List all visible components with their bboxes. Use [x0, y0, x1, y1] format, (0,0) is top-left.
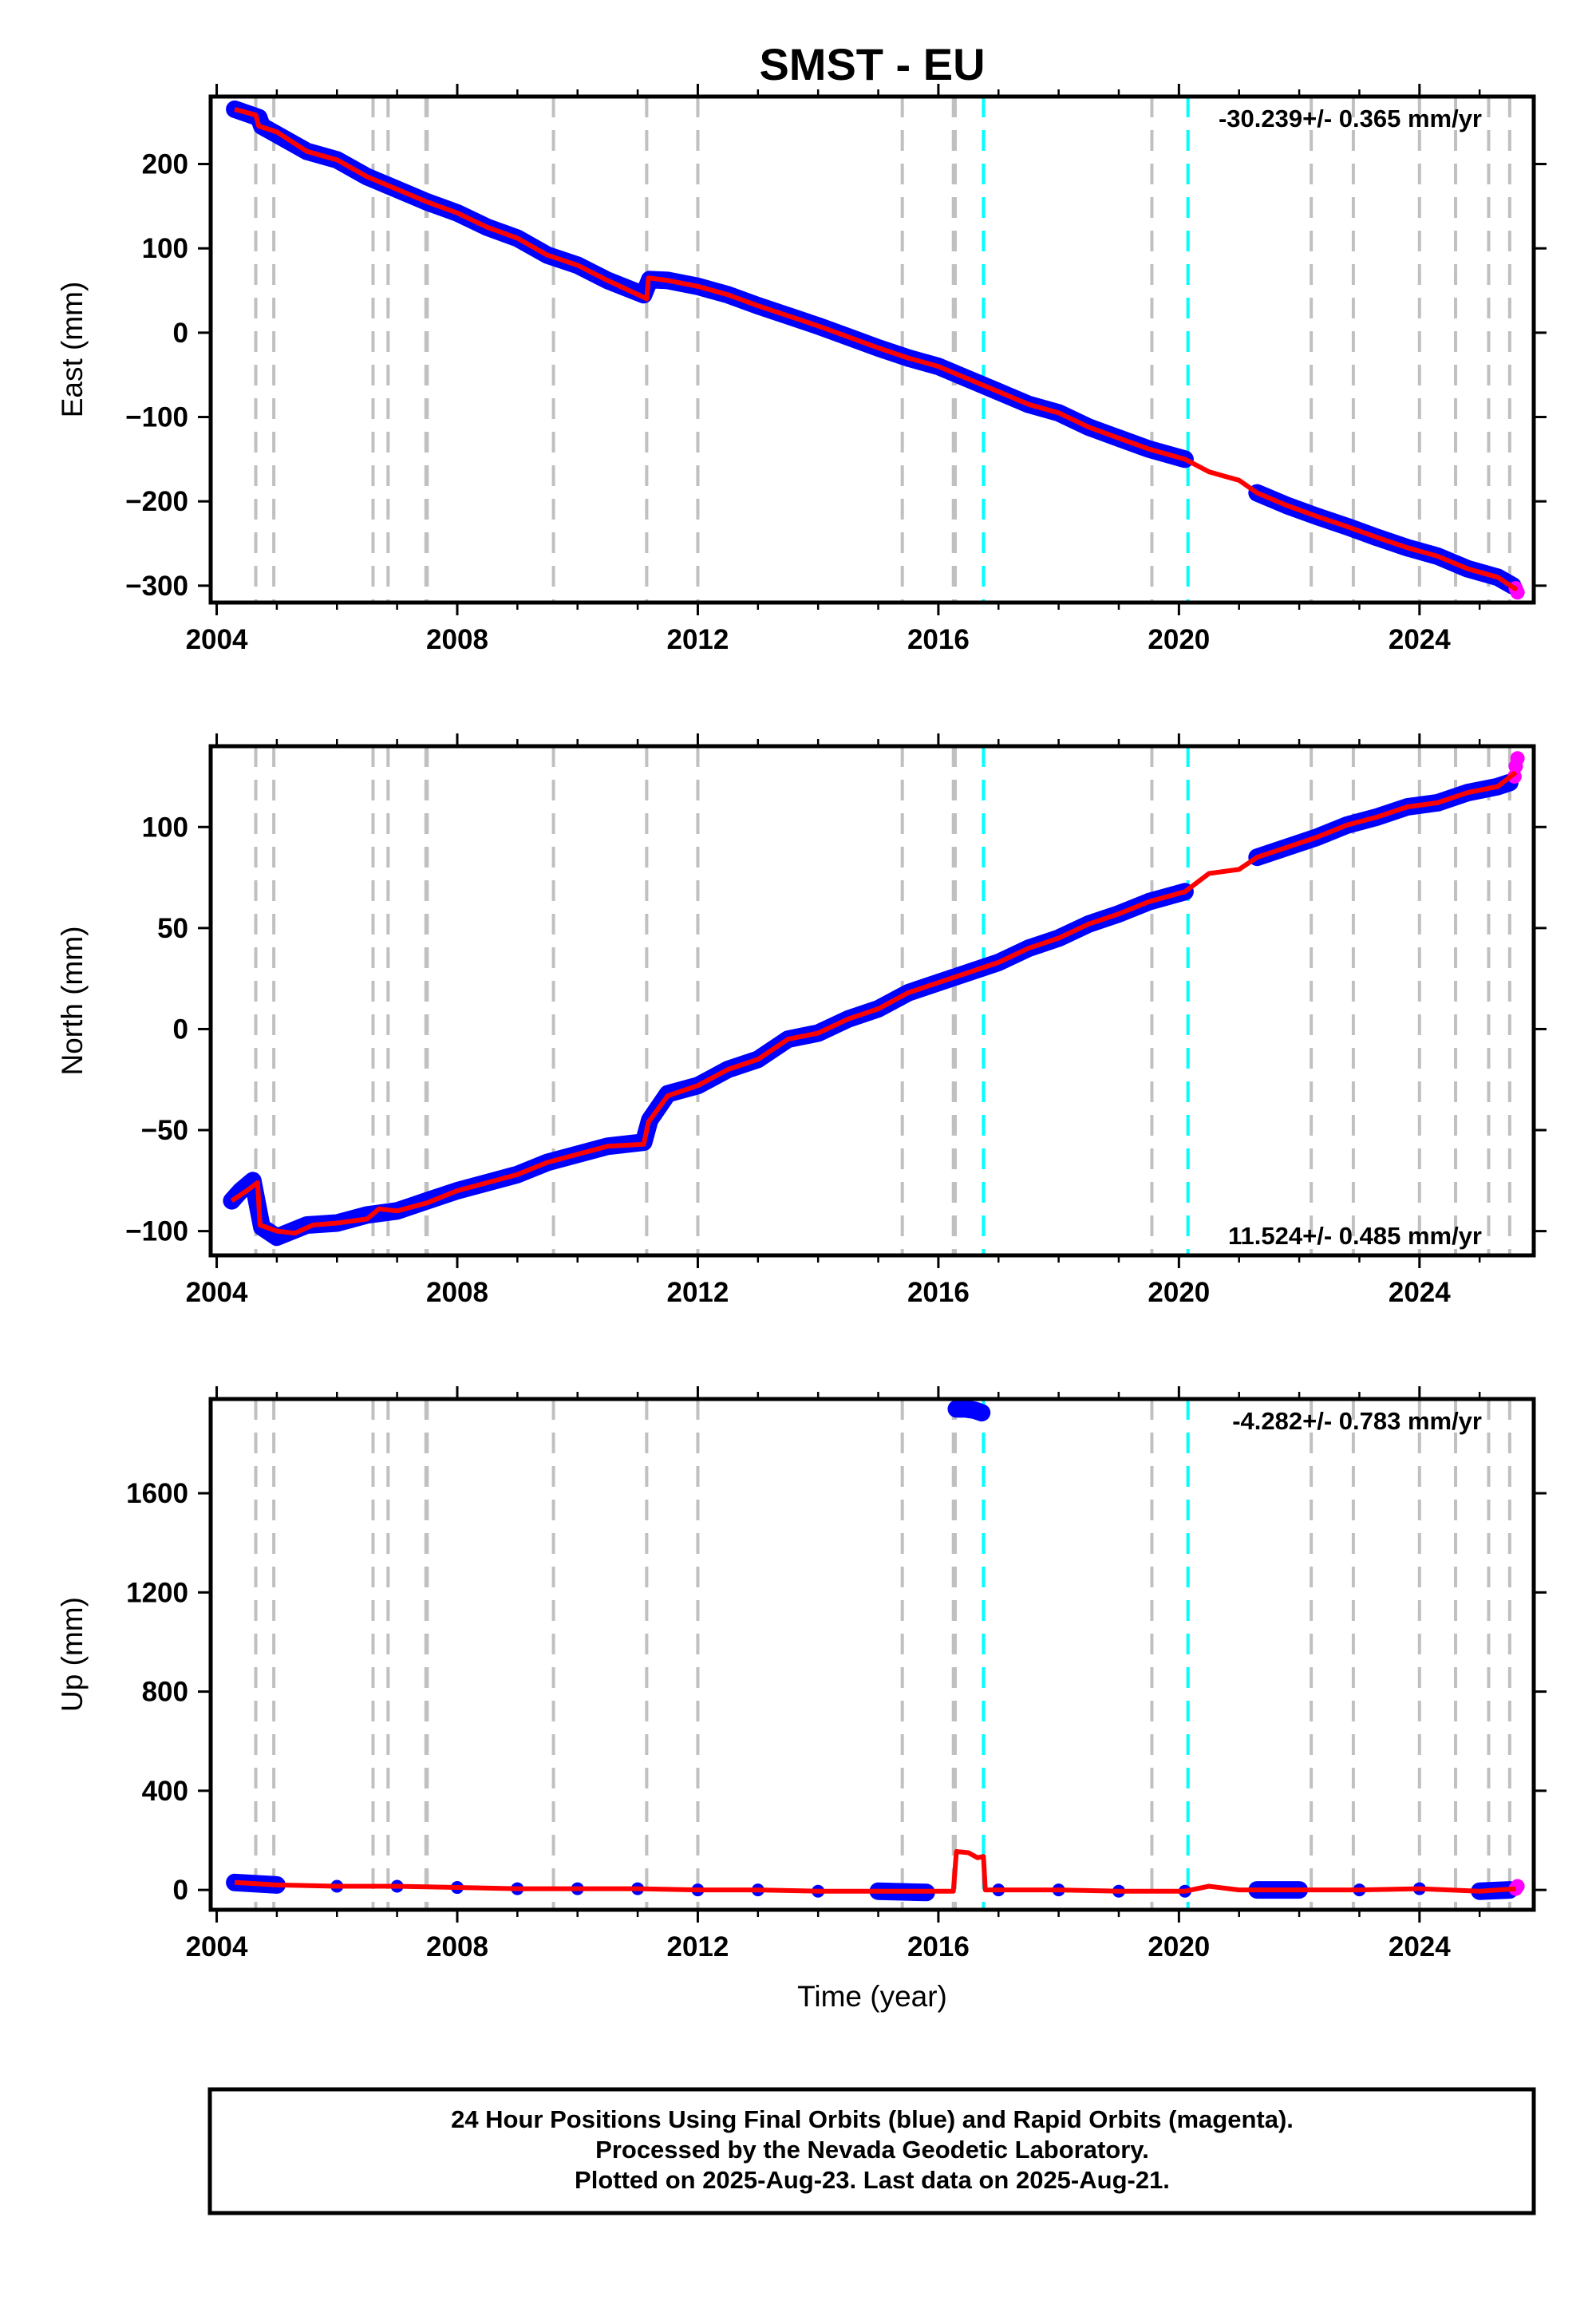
x-tick-label: 2020 — [1148, 1277, 1210, 1308]
model-line — [234, 1849, 1516, 1894]
y-tick-label: 0 — [173, 1014, 188, 1045]
footer-line-3: Plotted on 2025-Aug-23. Last data on 202… — [575, 2166, 1170, 2194]
y-tick-label: 400 — [142, 1776, 188, 1807]
x-tick-label: 2008 — [426, 624, 488, 655]
x-tick-label: 2004 — [186, 1277, 248, 1308]
final-orbit-point — [950, 1402, 963, 1416]
x-tick-label: 2020 — [1148, 1931, 1210, 1962]
x-tick-label: 2024 — [1389, 624, 1451, 655]
y-axis-label: North (mm) — [56, 926, 89, 1075]
y-tick-label: 50 — [157, 913, 188, 944]
y-tick-label: −300 — [125, 571, 188, 602]
x-tick-label: 2012 — [667, 1277, 729, 1308]
y-tick-label: 1600 — [126, 1478, 188, 1509]
x-tick-label: 2012 — [667, 1931, 729, 1962]
rapid-orbit-point — [1510, 751, 1525, 766]
y-tick-label: −50 — [141, 1115, 188, 1146]
plot-area — [226, 97, 1525, 603]
rate-label: 11.524+/- 0.485 mm/yr — [1228, 1222, 1482, 1250]
rate-label: -4.282+/- 0.783 mm/yr — [1232, 1407, 1482, 1435]
panel-east: 2004 2008 2012 2016 2020 2024 −300 −200 −100 0 100… — [56, 84, 1547, 655]
footer-line-1: 24 Hour Positions Using Final Orbits (bl… — [451, 2105, 1294, 2133]
panels: 2004 2008 2012 2016 2020 2024 −300 −200 −100 0 100… — [56, 84, 1547, 1962]
y-tick-label: −200 — [125, 486, 188, 517]
panel-up: 2004 2008 2012 2016 2020 2024 0 400 800 1200 1600 U… — [56, 1386, 1547, 1962]
x-tick-label: 2012 — [667, 624, 729, 655]
y-tick-label: 200 — [142, 149, 188, 180]
plot-frame — [208, 744, 1536, 1258]
y-tick-label: 100 — [142, 233, 188, 264]
y-axis-label: East (mm) — [56, 282, 89, 418]
x-tick-label: 2004 — [186, 624, 248, 655]
x-tick-label: 2024 — [1389, 1277, 1451, 1308]
y-tick-label: −100 — [125, 1216, 188, 1247]
x-tick-label: 2024 — [1389, 1931, 1451, 1962]
y-tick-label: 0 — [173, 318, 188, 349]
footer-line-2: Processed by the Nevada Geodetic Laborat… — [595, 2136, 1149, 2164]
final-orbit-point — [270, 1231, 283, 1244]
x-tick-label: 2016 — [907, 624, 970, 655]
x-tick-label: 2008 — [426, 1277, 488, 1308]
y-axis-label: Up (mm) — [56, 1597, 89, 1712]
y-tick-label: −100 — [125, 402, 188, 433]
x-tick-label: 2020 — [1148, 624, 1210, 655]
plot-area — [226, 1399, 1525, 1910]
rate-label: -30.239+/- 0.365 mm/yr — [1219, 105, 1482, 132]
x-tick-label: 2004 — [186, 1931, 248, 1962]
final-orbit-point — [975, 1406, 989, 1420]
y-tick-label: 1200 — [126, 1577, 188, 1608]
y-tick-label: 0 — [173, 1875, 188, 1906]
x-tick-label: 2016 — [907, 1277, 970, 1308]
y-tick-label: 100 — [142, 812, 188, 843]
x-tick-label: 2008 — [426, 1931, 488, 1962]
plot-area — [223, 746, 1525, 1255]
y-tick-label: 800 — [142, 1677, 188, 1708]
x-tick-label: 2016 — [907, 1931, 970, 1962]
plot-frame — [208, 94, 1536, 605]
model-line — [234, 107, 1519, 592]
chart-title: SMST - EU — [759, 39, 985, 89]
panel-north: 2004 2008 2012 2016 2020 2024 −100 −50 0 50 100 Nor… — [56, 733, 1547, 1308]
plot-frame — [208, 1397, 1536, 1912]
footer-box — [207, 2087, 1536, 2215]
model-line — [230, 770, 1518, 1236]
x-axis-label: Time (year) — [797, 1980, 947, 2013]
